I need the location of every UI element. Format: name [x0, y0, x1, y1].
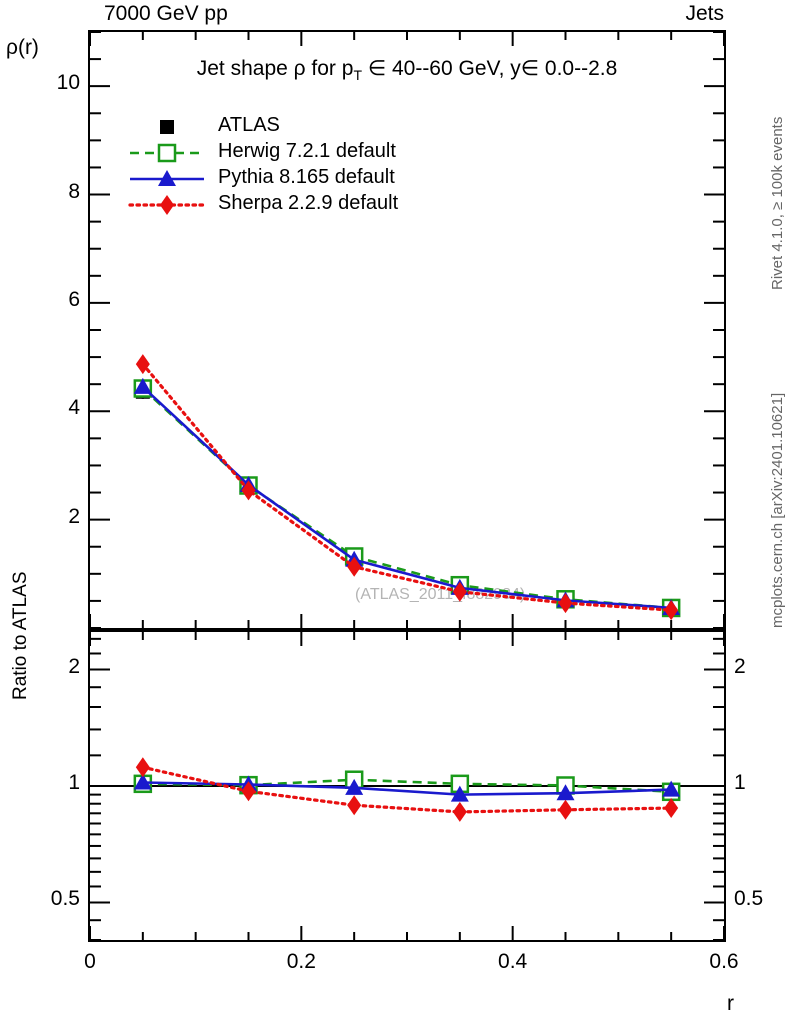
ratio-marker-pythia	[662, 780, 681, 797]
legend-marker	[160, 120, 174, 134]
ratio-marker-pythia	[556, 784, 575, 801]
x-tick-label: 0.2	[286, 950, 316, 973]
x-tick-label: 0.4	[498, 950, 528, 973]
rivet-credit-label: Rivet 4.1.0, ≥ 100k events	[769, 116, 786, 290]
ratio-y-tick-label-right: 1	[734, 771, 746, 794]
main-plot-panel	[88, 30, 726, 630]
marker-pythia	[133, 377, 152, 394]
plot-title-pre: Jet shape ρ for p	[196, 57, 354, 80]
x-tick-label: 0	[84, 950, 96, 973]
ratio-marker-sherpa	[135, 757, 150, 778]
plot-header: 7000 GeV pp Jets	[0, 2, 786, 28]
beam-energy-label: 7000 GeV pp	[104, 2, 228, 25]
y-tick-label: 4	[68, 396, 80, 420]
main-y-axis-label: ρ(r)	[6, 36, 39, 59]
mcplots-credit-label: mcplots.cern.ch [arXiv:2401.10621]	[769, 392, 786, 628]
plot-title-subscript: T	[353, 67, 362, 84]
ratio-marker-pythia	[345, 778, 364, 795]
marker-sherpa	[241, 480, 256, 501]
y-tick-label: 2	[68, 504, 80, 528]
ratio-marker-sherpa	[452, 801, 467, 822]
legend-marker-pythia-icon	[128, 166, 206, 192]
ratio-herwig-line	[142, 778, 672, 794]
legend-label: Pythia 8.165 default	[218, 166, 395, 188]
ratio-y-tick-label: 2	[68, 654, 80, 678]
marker-sherpa	[135, 354, 150, 375]
analysis-group-label: Jets	[685, 2, 724, 25]
x-tick-label: 0.6	[709, 950, 739, 973]
ratio-y-axis-label: Ratio to ATLAS	[10, 571, 31, 701]
main-plot-svg	[89, 31, 725, 629]
ratio-marker-sherpa	[241, 781, 256, 802]
plot-title-post: ∈ 40--60 GeV, y∈ 0.0--2.8	[362, 57, 618, 80]
marker-sherpa	[347, 556, 362, 577]
ratio-marker-sherpa	[558, 799, 573, 820]
ratio-plot-svg	[89, 632, 725, 941]
y-tick-label: 6	[68, 287, 80, 311]
ratio-marker-pythia	[133, 773, 152, 790]
legend-marker	[158, 170, 176, 186]
series-pythia-line	[141, 385, 672, 610]
legend-label: Herwig 7.2.1 default	[218, 140, 396, 162]
ratio-y-tick-label: 0.5	[50, 887, 80, 911]
marker-sherpa	[452, 581, 467, 602]
legend-label: Sherpa 2.2.9 default	[218, 192, 399, 214]
legend-marker	[160, 195, 174, 215]
y-tick-label: 10	[56, 71, 80, 95]
ratio-pythia-line	[142, 781, 672, 796]
ratio-y-tick-label: 1	[68, 771, 80, 794]
ratio-marker-pythia	[450, 785, 469, 802]
legend-marker-atlas-icon	[128, 114, 206, 140]
x-axis-label: r	[727, 992, 734, 1015]
ratio-plot-panel	[88, 630, 726, 942]
ratio-y-tick-label-right: 0.5	[734, 887, 764, 911]
marker-sherpa	[664, 600, 679, 621]
ratio-sherpa-line	[141, 765, 673, 814]
series-sherpa-line	[141, 362, 673, 612]
y-tick-label: 8	[68, 179, 80, 203]
ratio-marker-sherpa	[347, 795, 362, 816]
legend-marker-herwig-icon	[128, 140, 206, 166]
legend-marker	[157, 143, 177, 163]
ratio-marker-sherpa	[664, 798, 679, 819]
plot-title: Jet shape ρ for pT ∈ 40--60 GeV, y∈ 0.0-…	[88, 56, 726, 83]
legend-marker-sherpa-icon	[128, 192, 206, 218]
ratio-y-tick-label-right: 2	[734, 654, 746, 678]
legend-label: ATLAS	[218, 114, 280, 136]
marker-sherpa	[558, 593, 573, 614]
